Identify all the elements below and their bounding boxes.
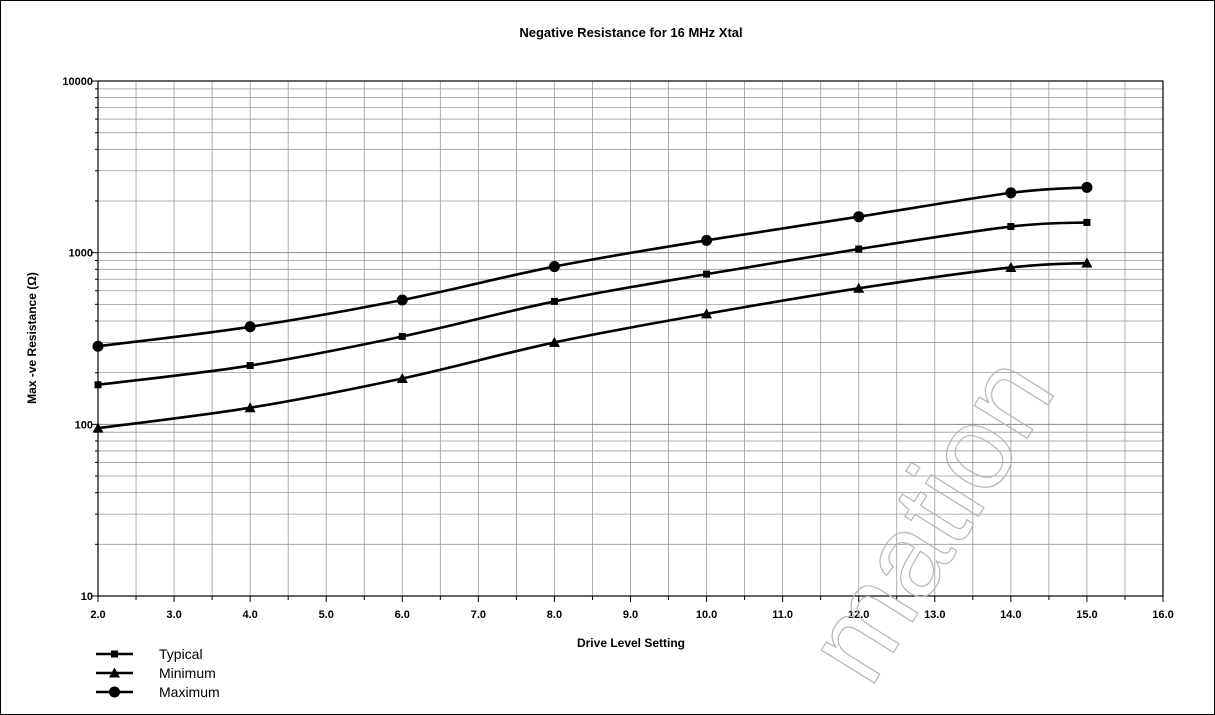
series-line-typical [97,221,1087,387]
y-tick-label: 1000 [69,248,93,260]
legend-label-maximum: Maximum [159,684,220,700]
data-point-typical [703,270,711,278]
data-point-minimum [396,372,408,383]
data-point-minimum [548,336,560,347]
x-tick-label: 5.0 [319,609,334,621]
data-point-maximum [244,321,256,333]
watermark: mation [780,333,1080,703]
data-point-maximum [701,234,713,246]
x-tick-label: 4.0 [242,609,257,621]
x-tick-label: 12.0 [848,609,869,621]
series-lines [92,181,1093,433]
legend-marker-typical [111,650,118,658]
chart-title: Negative Resistance for 16 MHz Xtal [519,25,742,40]
x-tick-label: 11.0 [772,609,793,621]
data-point-minimum [1005,261,1017,272]
legend-marker-minimum [109,667,120,678]
legend-label-minimum: Minimum [159,665,216,681]
y-tick-label: 100 [75,419,93,431]
data-point-maximum [92,340,104,352]
x-tick-label: 16.0 [1152,609,1173,621]
x-tick-label: 15.0 [1076,609,1097,621]
data-point-maximum [1081,181,1093,193]
data-point-minimum [853,282,865,293]
x-tick-label: 3.0 [166,609,181,621]
x-axis-label: Drive Level Setting [577,636,685,650]
data-point-minimum [92,422,104,433]
x-tick-label: 8.0 [547,609,562,621]
x-axis-ticks: 2.0 3.0 4.0 5.0 6.0 7.0 8.0 9.0 10.0 11.0 12.0 13.0… [90,596,1174,621]
x-tick-label: 2.0 [90,609,105,621]
data-point-maximum [548,261,560,273]
data-point-typical [1007,223,1015,231]
data-point-minimum [1081,257,1093,268]
series-line-maximum [97,186,1088,348]
x-tick-label: 9.0 [623,609,638,621]
y-tick-label: 10 [81,591,93,603]
data-point-minimum [244,402,256,413]
y-axis-ticks: 10 100 1000 10000 [62,76,98,603]
x-tick-label: 10.0 [696,609,717,621]
data-point-maximum [1005,187,1017,199]
y-axis-label: Max -ve Resistance (Ω) [25,272,39,404]
data-point-typical [550,297,558,305]
x-tick-label: 6.0 [395,609,410,621]
data-point-typical [855,245,863,253]
data-point-maximum [853,211,865,223]
data-point-typical [398,332,406,340]
series-line-minimum [97,261,1088,430]
data-point-maximum [396,294,408,306]
data-point-typical [1083,218,1091,226]
data-point-typical [94,381,102,389]
y-tick-label: 10000 [62,76,93,88]
x-tick-label: 14.0 [1000,609,1021,621]
x-tick-label: 13.0 [924,609,945,621]
legend-label-typical: Typical [159,646,203,662]
x-tick-label: 7.0 [471,609,486,621]
data-point-minimum [701,308,713,319]
legend: Typical Minimum Maximum [96,646,220,700]
data-point-typical [246,362,254,370]
legend-marker-maximum [109,686,120,698]
